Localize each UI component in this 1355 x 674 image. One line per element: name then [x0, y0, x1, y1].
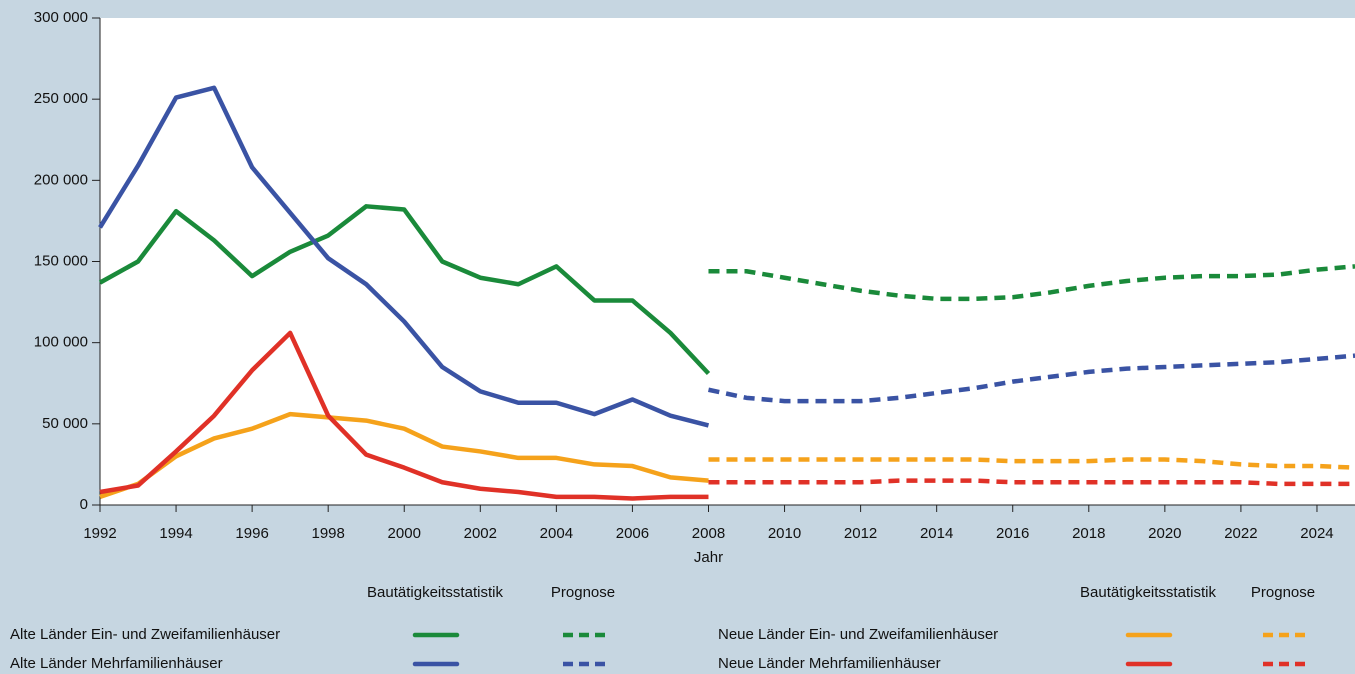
line-actual: [99, 411, 709, 500]
y-tick-label: 50 000: [42, 415, 88, 432]
legend-label: Neue Länder Ein- und Zweifamilienhäuser: [718, 626, 998, 643]
x-tick-label: 2002: [464, 525, 497, 542]
legend-label: Alte Länder Mehrfamilienhäuser: [10, 655, 223, 672]
x-tick-label: 2010: [768, 525, 801, 542]
y-tick-label: 150 000: [34, 252, 88, 269]
line-forecast: [708, 264, 1355, 302]
x-tick-label: 2018: [1072, 525, 1105, 542]
x-tick-label: 1996: [235, 525, 268, 542]
x-axis-label: Jahr: [694, 549, 723, 566]
x-tick-label: 2004: [540, 525, 573, 542]
y-tick-label: 250 000: [34, 90, 88, 107]
line-actual: [98, 85, 710, 428]
line-actual: [99, 330, 709, 501]
x-tick-label: 1992: [83, 525, 116, 542]
x-tick-label: 2006: [616, 525, 649, 542]
x-tick-label: 2020: [1148, 525, 1181, 542]
legend-label: Neue Länder Mehrfamilienhäuser: [718, 655, 941, 672]
legend-header: Bautätigkeitsstatistik: [1080, 584, 1216, 601]
y-tick-label: 100 000: [34, 334, 88, 351]
x-tick-label: 2014: [920, 525, 953, 542]
x-tick-label: 2008: [692, 525, 725, 542]
x-tick-label: 2022: [1224, 525, 1257, 542]
x-tick-label: 1994: [159, 525, 192, 542]
y-tick-label: 200 000: [34, 171, 88, 188]
x-tick-label: 2016: [996, 525, 1029, 542]
legend-header: Prognose: [1251, 584, 1315, 601]
y-tick-label: 0: [80, 496, 88, 513]
plot-area: [100, 18, 1355, 505]
legend-header: Bautätigkeitsstatistik: [367, 584, 503, 601]
line-forecast: [708, 353, 1355, 404]
legend-label: Alte Länder Ein- und Zweifamilienhäuser: [10, 626, 280, 643]
x-tick-label: 1998: [311, 525, 344, 542]
x-tick-label: 2024: [1300, 525, 1333, 542]
y-tick-label: 300 000: [34, 9, 88, 26]
line-actual: [98, 204, 711, 376]
x-tick-label: 2012: [844, 525, 877, 542]
x-tick-label: 2000: [388, 525, 421, 542]
legend-header: Prognose: [551, 584, 615, 601]
